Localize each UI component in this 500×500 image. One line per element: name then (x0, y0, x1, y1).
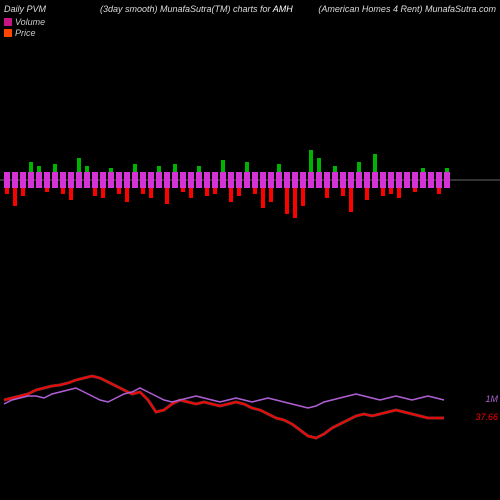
volume-swatch-icon (4, 18, 12, 26)
secondary-end-label: 1M (485, 394, 498, 404)
header-center-label: (3day smooth) MunafaSutra(TM) charts for… (100, 4, 293, 14)
chart-canvas (0, 40, 500, 500)
header-right-label: (American Homes 4 Rent) MunafaSutra.com (318, 4, 496, 14)
legend-volume-row: Volume (4, 16, 45, 27)
legend-volume-label: Volume (15, 17, 45, 27)
legend-price-label: Price (15, 28, 36, 38)
legend: Volume Price (4, 16, 45, 38)
chart-header: Daily PVM (3day smooth) MunafaSutra(TM) … (0, 2, 500, 16)
legend-price-row: Price (4, 27, 45, 38)
price-end-label: 37.66 (475, 412, 498, 422)
price-swatch-icon (4, 29, 12, 37)
header-ticker: AMH (273, 4, 293, 14)
header-left-label: Daily PVM (4, 4, 46, 14)
header-center-prefix: (3day smooth) MunafaSutra(TM) charts for (100, 4, 273, 14)
